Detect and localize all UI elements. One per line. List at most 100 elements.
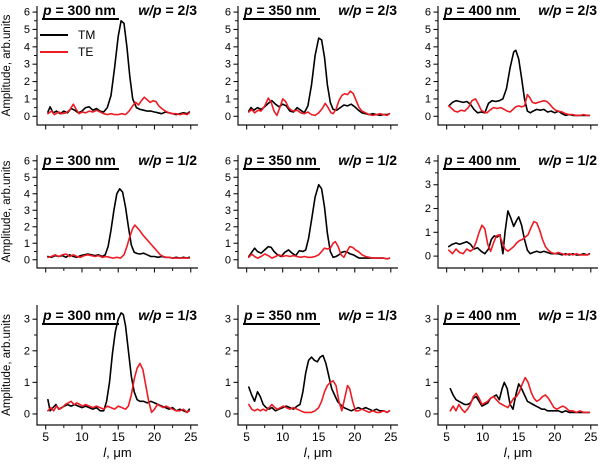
y-tick-label: 3: [225, 314, 231, 326]
panel-title-wp: w/p = 1/3: [338, 307, 397, 323]
series-te-line: [47, 96, 191, 116]
panel-title-p: p = 350 nm: [243, 2, 320, 20]
legend-item-te: TE: [40, 43, 95, 60]
panel-title-p: p = 300 nm: [42, 2, 119, 20]
y-tick-label: 4: [24, 41, 30, 53]
y-axis-title: Amplitude, arb.units: [1, 160, 13, 262]
y-tick-label: 5: [24, 24, 30, 36]
chart-panel-r1c1: 0 1 2 3 4 5 6 p = 350 nm w/p = 1/2: [207, 147, 407, 295]
y-tick-label: 2: [425, 345, 431, 357]
series-te-line: [47, 362, 191, 414]
x-tick-label: 15: [512, 430, 526, 444]
y-tick-label: 3: [425, 59, 431, 71]
y-tick-label: 1: [24, 238, 30, 250]
axis-spines: [437, 305, 598, 426]
y-tick-label: 0: [225, 111, 231, 123]
plot-svg: 0 1 2 3 4: [425, 155, 598, 273]
y-tick-label: 2: [24, 221, 30, 233]
y-tick-label: 0: [24, 408, 30, 420]
panel-title-wp: w/p = 2/3: [138, 2, 197, 18]
panel-title-p: p = 400 nm: [443, 307, 520, 325]
y-tick-label: 2: [225, 345, 231, 357]
legend-item-tm: TM: [40, 26, 95, 43]
y-tick-label: 6: [225, 7, 231, 19]
x-tick-label: 10: [476, 430, 490, 444]
x-axis-title: l, μm: [103, 445, 132, 460]
plot-svg: 0 1 2 3 4 5 6 Amplitude, arb.units: [1, 6, 198, 130]
axis-spines: [36, 155, 198, 269]
series-te-line: [247, 380, 391, 414]
panel-title-wp: w/p = 2/3: [338, 2, 397, 18]
y-tick-label: 2: [225, 76, 231, 88]
y-tick-label: 1: [425, 227, 431, 239]
series-tm-line: [247, 37, 391, 117]
y-tick-label: 6: [225, 155, 231, 167]
y-tick-label: 1: [425, 377, 431, 389]
panel-title-wp: w/p = 1/2: [538, 152, 597, 168]
y-tick-label: 1: [425, 93, 431, 105]
y-tick-label: 5: [225, 24, 231, 36]
y-tick-label: 3: [24, 205, 30, 217]
panel-title-wp: w/p = 1/2: [338, 152, 397, 168]
series-tm-line: [447, 49, 591, 117]
y-tick-label: 1: [225, 93, 231, 105]
plot-svg: 0 1 2 3 5 10 15 20 25: [225, 305, 398, 444]
y-tick-label: 0: [24, 254, 30, 266]
legend-line-sample-tm: [40, 33, 68, 36]
y-axis-title: Amplitude, arb.units: [1, 314, 13, 416]
series-te-line: [449, 376, 591, 414]
series-tm-line: [447, 210, 591, 256]
y-tick-label: 2: [24, 76, 30, 88]
panel-title-wp: w/p = 1/2: [138, 152, 197, 168]
y-tick-label: 2: [225, 221, 231, 233]
axis-spines: [237, 155, 398, 269]
axis-spines: [237, 305, 398, 426]
chart-panel-r2c0: 0 1 2 3 5 10 15 20 25 Amplitude, arb.units p = 300…: [0, 295, 207, 469]
chart-panel-r0c2: 0 1 2 3 4 5 6 p = 400 nm w/p = 2/3: [407, 0, 607, 147]
y-tick-label: 1: [24, 377, 30, 389]
panel-title-wp: w/p = 2/3: [538, 2, 597, 18]
chart-panel-r2c2: 0 1 2 3 5 10 15 20 25 p = 400 nm w/p = 1/3 l, μm: [407, 295, 607, 469]
series-te-line: [247, 240, 391, 260]
plot-svg: 0 1 2 3 4 5 6 Amplitude, arb.units: [1, 155, 198, 273]
axis-spines: [36, 305, 198, 426]
x-tick-label: 5: [243, 430, 250, 444]
series-tm-line: [449, 381, 591, 414]
y-tick-label: 3: [24, 314, 30, 326]
series-tm-line: [47, 312, 191, 414]
plot-svg: 0 1 2 3 4 5 6: [425, 6, 598, 130]
y-tick-label: 6: [24, 7, 30, 19]
y-tick-label: 1: [225, 238, 231, 250]
series-te-line: [47, 224, 191, 259]
y-tick-label: 0: [225, 408, 231, 420]
legend-line-sample-te: [40, 50, 68, 53]
y-tick-label: 3: [24, 59, 30, 71]
x-tick-label: 25: [584, 430, 598, 444]
chart-panel-r1c0: 0 1 2 3 4 5 6 Amplitude, arb.units p = 300 nm w/p…: [0, 147, 207, 295]
y-tick-label: 5: [24, 172, 30, 184]
y-tick-label: 3: [225, 205, 231, 217]
series-te-line: [447, 220, 591, 256]
y-tick-label: 4: [425, 155, 431, 167]
y-tick-label: 3: [225, 59, 231, 71]
y-tick-label: 2: [24, 345, 30, 357]
x-axis-title: l, μm: [303, 445, 333, 460]
axis-spines: [437, 6, 598, 126]
series-tm-line: [47, 187, 191, 259]
x-tick-label: 5: [42, 430, 49, 444]
y-tick-label: 1: [24, 93, 30, 105]
y-tick-label: 0: [225, 254, 231, 266]
y-tick-label: 6: [24, 155, 30, 167]
y-tick-label: 0: [24, 111, 30, 123]
chart-panel-r2c1: 0 1 2 3 5 10 15 20 25 p = 350 nm w/p = 1/3 l, μm: [207, 295, 407, 469]
series-tm-line: [247, 183, 391, 260]
x-tick-label: 20: [148, 430, 162, 444]
panel-title-wp: w/p = 1/3: [138, 307, 197, 323]
x-tick-label: 10: [75, 430, 89, 444]
plot-svg: 0 1 2 3 5 10 15 20 25 Amplitude, arb.units: [1, 305, 198, 444]
axis-spines: [437, 155, 598, 269]
y-tick-label: 4: [225, 188, 231, 200]
x-tick-label: 20: [548, 430, 562, 444]
y-tick-label: 5: [225, 172, 231, 184]
